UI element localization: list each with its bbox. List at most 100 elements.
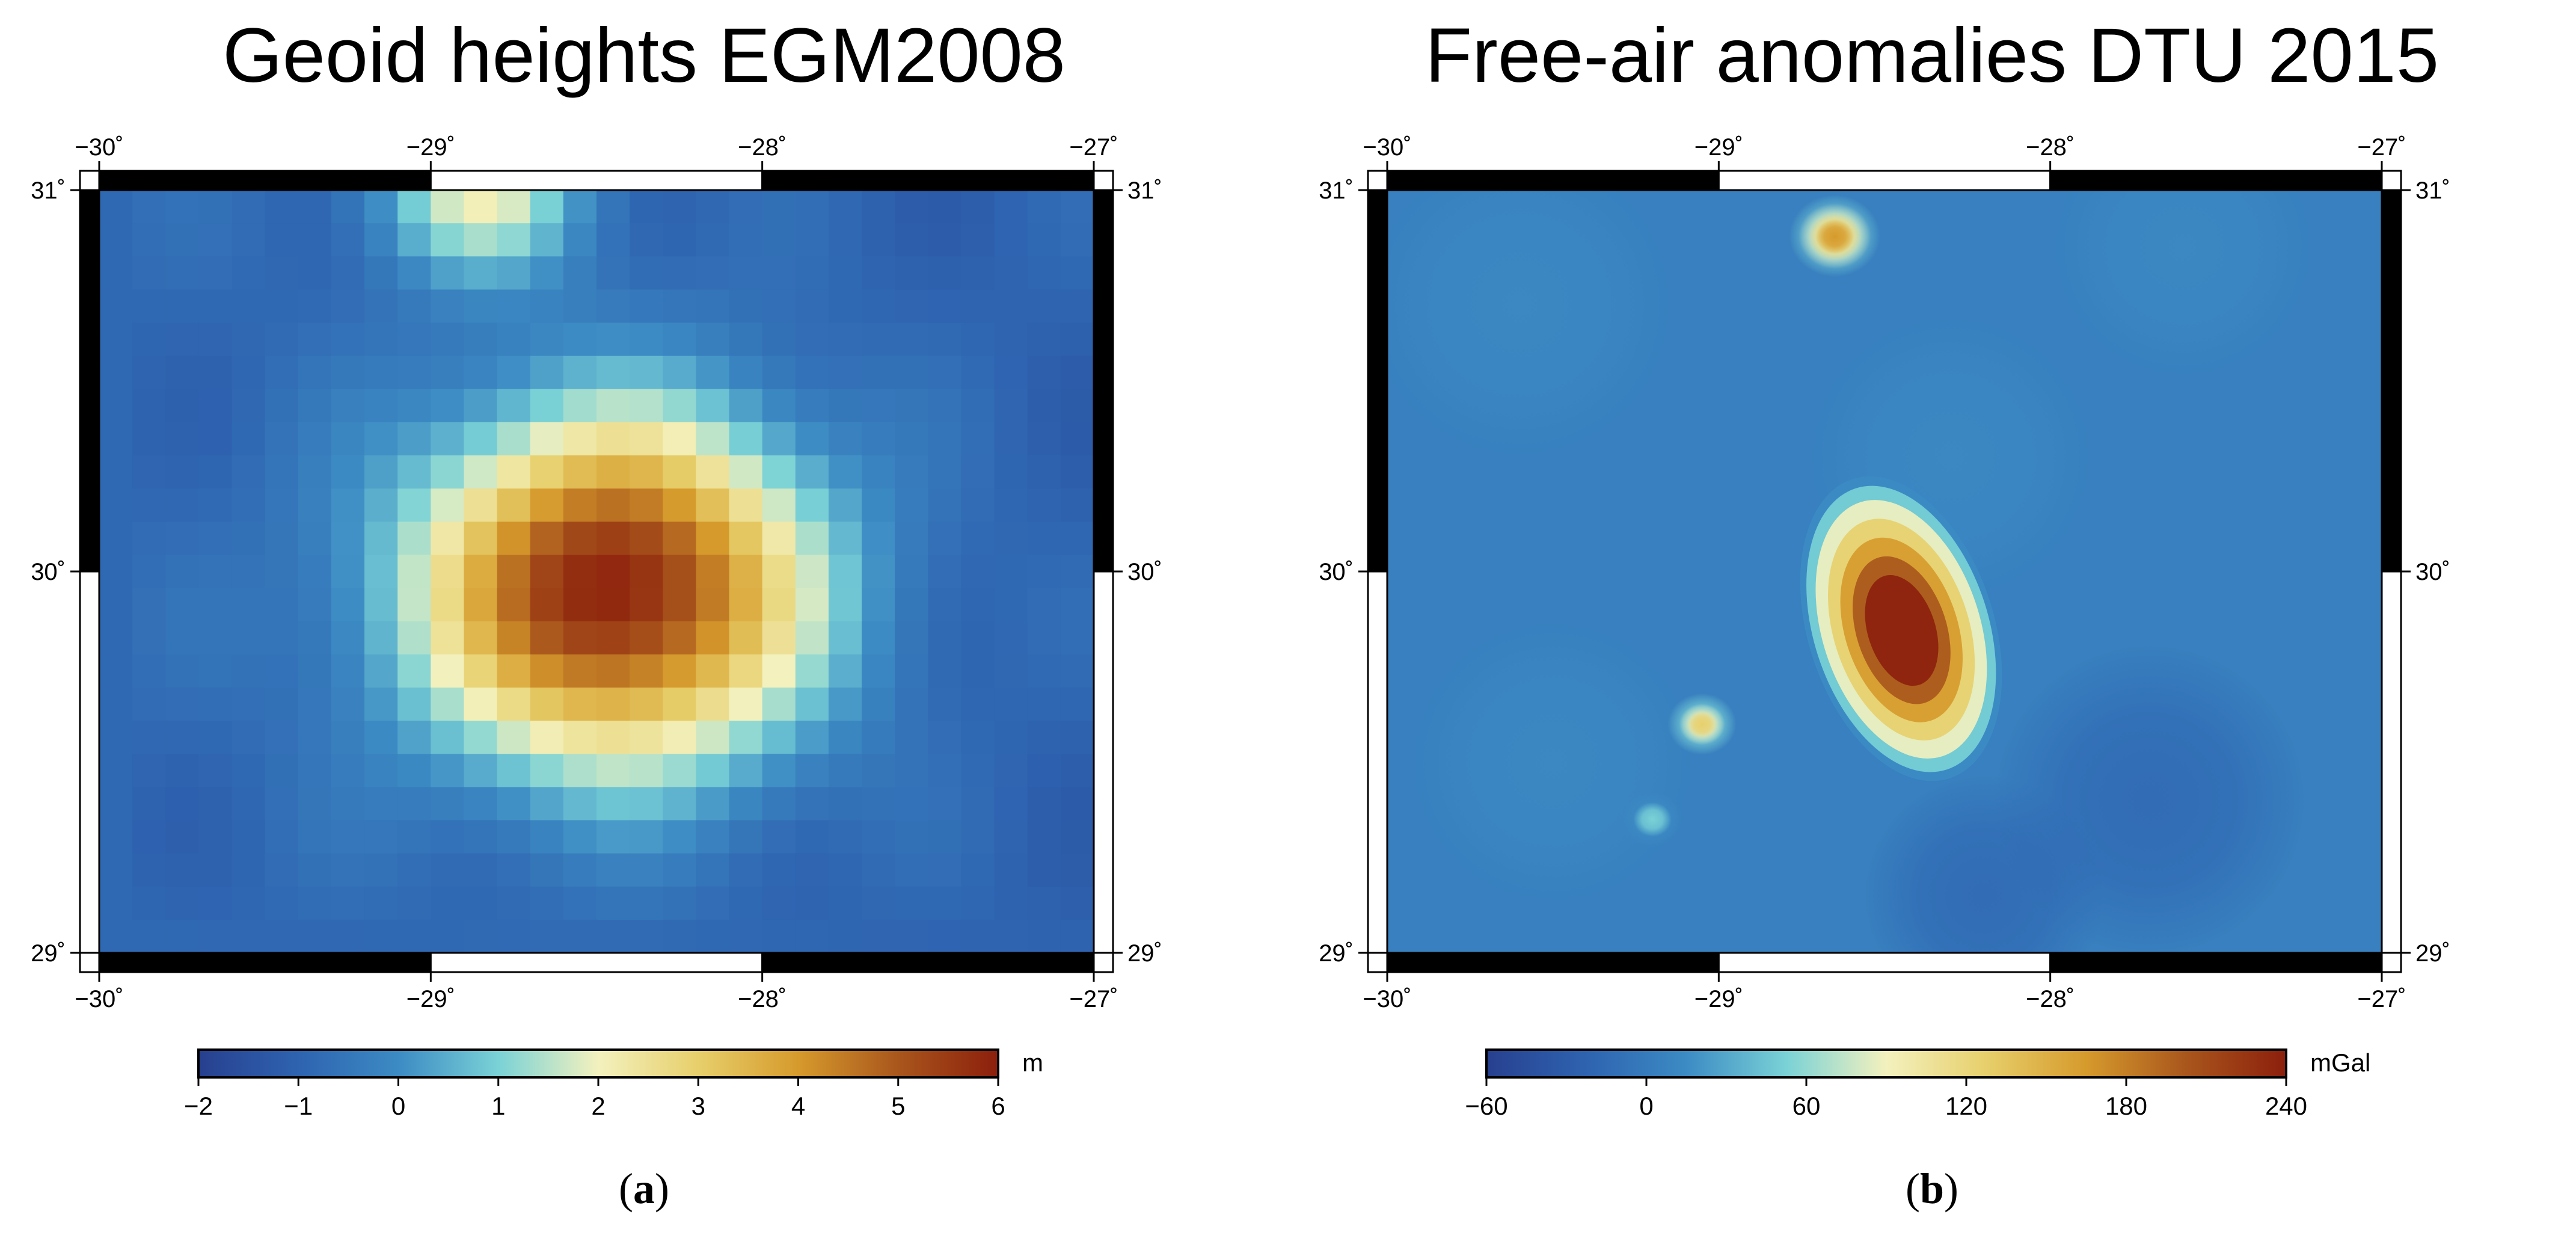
grid-cell [364, 422, 398, 456]
colorbar-tick-label: 6 [991, 1092, 1005, 1120]
grid-cell [364, 322, 398, 357]
grid-cell [1027, 588, 1061, 622]
map-frame [79, 170, 1114, 973]
grid-cell [928, 754, 962, 788]
grid-cell [895, 356, 929, 390]
colorbar-tick-label: 5 [891, 1092, 905, 1120]
lat-tick-label-left: 30˚ [31, 559, 66, 585]
grid-cell [1060, 356, 1094, 390]
grid-cell [198, 555, 233, 589]
grid-cell [862, 256, 895, 291]
grid-cell [563, 322, 597, 357]
grid-cell [298, 721, 332, 755]
grid-cell [994, 687, 1028, 721]
grid-cell [563, 754, 597, 788]
grid-cell [497, 588, 531, 622]
grid-cell [331, 488, 365, 523]
grid-cell [762, 787, 796, 821]
grid-cell [630, 488, 664, 523]
grid-cell [994, 886, 1028, 920]
grid-cell [298, 853, 332, 887]
grid-cell [497, 721, 531, 755]
grid-cell [1060, 522, 1094, 556]
grid-cell [132, 721, 167, 755]
grid-cell [596, 356, 630, 390]
grid-cell [630, 389, 664, 423]
grid-cell [198, 588, 233, 622]
grid-cell [795, 322, 829, 357]
grid-cell [397, 488, 432, 523]
grid-cell [99, 787, 133, 821]
grid-cell [862, 289, 895, 324]
grid-cell [464, 853, 498, 887]
grid-cell [232, 820, 266, 854]
grid-cell [431, 488, 465, 523]
grid-cell [265, 289, 299, 324]
grid-cell [265, 820, 299, 854]
grid-cell [331, 223, 365, 257]
grid-cell [729, 687, 763, 721]
grid-cell [696, 190, 730, 224]
grid-cell [895, 289, 929, 324]
grid-cell [99, 356, 133, 390]
grid-cell [198, 422, 233, 456]
grid-cell [198, 488, 233, 523]
grid-cell [1060, 555, 1094, 589]
grid-cell [1060, 787, 1094, 821]
grid-cell [563, 654, 597, 688]
grid-cell [596, 455, 630, 489]
grid-cell [497, 687, 531, 721]
grid-cell [862, 787, 895, 821]
grid-cell [165, 455, 200, 489]
grid-cell [232, 721, 266, 755]
lat-tick-label-right: 30˚ [2415, 559, 2450, 585]
grid-cell [298, 588, 332, 622]
grid-cell [298, 190, 332, 224]
grid-cell [828, 389, 862, 423]
grid-cell [1027, 422, 1061, 456]
grid-cell [331, 522, 365, 556]
grid-cell [729, 223, 763, 257]
grid-cell [729, 522, 763, 556]
grid-cell [132, 820, 167, 854]
grid-cell [497, 787, 531, 821]
grid-cell [762, 289, 796, 324]
grid-cell [99, 322, 133, 357]
grid-cell [431, 356, 465, 390]
grid-cell [862, 820, 895, 854]
grid-cell [994, 522, 1028, 556]
grid-cell [331, 621, 365, 655]
grid-cell [828, 488, 862, 523]
colorbar-tick-label: 60 [1792, 1092, 1821, 1120]
grid-cell [928, 588, 962, 622]
grid-cell [232, 621, 266, 655]
grid-cell [862, 190, 895, 224]
map-field [1387, 190, 2382, 953]
grid-cell [563, 223, 597, 257]
grid-cell [530, 886, 564, 920]
grid-cell [828, 820, 862, 854]
grid-cell [663, 687, 697, 721]
grid-cell [663, 256, 697, 291]
colorbar-tick-label: 0 [391, 1092, 405, 1120]
grid-cell [762, 322, 796, 357]
grid-cell [961, 754, 995, 788]
grid-cell [364, 356, 398, 390]
grid-cell [165, 488, 200, 523]
grid-cell [1027, 522, 1061, 556]
grid-cell [795, 356, 829, 390]
grid-cell [265, 356, 299, 390]
grid-cell [961, 721, 995, 755]
grid-cell [663, 555, 697, 589]
grid-cell [265, 422, 299, 456]
grid-cell [397, 853, 432, 887]
grid-cell [630, 654, 664, 688]
grid-cell [596, 621, 630, 655]
grid-cell [198, 522, 233, 556]
grid-cell [331, 555, 365, 589]
grid-cell [1027, 223, 1061, 257]
grid-cell [165, 853, 200, 887]
lon-tick-label-top: −28˚ [2026, 134, 2075, 161]
grid-cell [132, 389, 167, 423]
grid-cell [862, 654, 895, 688]
